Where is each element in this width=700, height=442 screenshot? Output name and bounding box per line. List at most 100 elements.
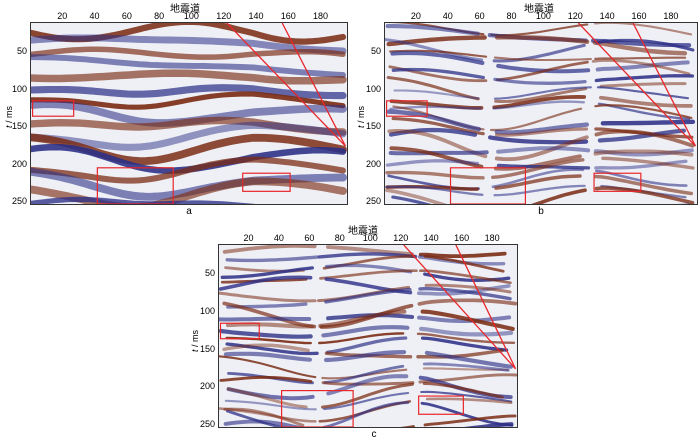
reflector-band <box>493 86 592 100</box>
reflector-band <box>418 286 512 301</box>
reflector-band <box>591 58 691 76</box>
reflector-band <box>494 135 589 162</box>
reflector-band <box>385 185 484 196</box>
reflector-band <box>594 129 695 148</box>
x-tick-label: 60 <box>121 11 132 21</box>
panel-label: c <box>371 429 377 440</box>
reflector-band <box>385 24 480 36</box>
x-tick-label: 40 <box>273 233 284 243</box>
reflector-band <box>225 342 319 356</box>
y-tick-label: 200 <box>365 158 381 169</box>
reflector-band <box>492 95 587 110</box>
x-tick-label: 120 <box>393 233 409 243</box>
y-tick-label: 250 <box>11 196 27 206</box>
reflector-band <box>594 104 693 119</box>
y-tick-label: 50 <box>16 46 27 56</box>
reflector-band <box>388 150 489 156</box>
reflector-band <box>416 348 504 359</box>
y-tick-label: 50 <box>370 46 381 56</box>
reflector-band <box>31 46 346 60</box>
reflector-band <box>321 325 410 338</box>
reflector-band <box>385 159 480 167</box>
highlight-box <box>280 390 354 427</box>
x-tick-label: 60 <box>474 11 485 21</box>
highlight-box <box>385 100 428 117</box>
reflector-band <box>222 343 310 353</box>
x-tick-label: 80 <box>334 233 345 243</box>
reflector-band <box>601 156 695 170</box>
highlight-box <box>449 167 526 204</box>
x-axis-title: 地震道 <box>348 226 378 237</box>
y-tick-label: 250 <box>365 196 381 206</box>
reflector-band <box>594 159 688 170</box>
reflector-band <box>597 102 691 121</box>
reflector-band <box>593 149 694 157</box>
reflector-band <box>219 275 313 291</box>
reflector-band <box>490 107 583 132</box>
reflector-band <box>31 156 346 184</box>
reflector-band <box>385 38 484 62</box>
reflector-band <box>422 362 510 372</box>
reflector-band <box>531 188 587 204</box>
reflector-band <box>222 301 317 329</box>
reflector-band <box>494 127 589 137</box>
reflector-band <box>593 148 694 157</box>
reflector-band <box>422 382 504 399</box>
reflector-band <box>592 40 688 56</box>
x-tick-label: 120 <box>567 11 583 21</box>
highlight-box <box>31 100 75 117</box>
reflector-band <box>494 87 588 104</box>
reflector-band <box>494 35 590 44</box>
reflector-band <box>322 401 410 427</box>
reflector-band <box>419 326 514 337</box>
seismic-section <box>30 22 348 205</box>
reflector-band <box>599 82 687 88</box>
reflector-band <box>225 322 315 329</box>
reflector-band <box>417 298 517 306</box>
x-tick-label: 80 <box>506 11 517 21</box>
reflector-band <box>420 390 513 403</box>
panel-c: 地震道 20 40 60 80 100 120 140 160 180 t / ms 50 100… <box>186 222 520 442</box>
x-tick-label: 60 <box>304 233 315 243</box>
panel-a: 地震道 20 40 60 80 100 120 140 160 180 t / ms 50 100… <box>0 0 350 218</box>
reflector-band <box>389 99 484 110</box>
reflector-band <box>493 77 587 85</box>
reflector-band <box>226 387 308 409</box>
x-tick-label: 160 <box>631 11 647 21</box>
reflector-band <box>418 375 513 400</box>
x-tick-label: 20 <box>243 233 254 243</box>
reflector-band <box>222 245 317 254</box>
reflector-band <box>318 309 407 328</box>
highlight-box <box>593 172 642 192</box>
reflector-band <box>326 336 408 354</box>
reflector-band <box>594 23 693 36</box>
x-tick-label: 100 <box>535 11 551 21</box>
reflector-band <box>324 263 413 274</box>
reflector-band <box>219 375 313 383</box>
reflector-band <box>600 119 696 126</box>
reflector-band <box>490 23 589 37</box>
x-tick-label: 180 <box>663 11 679 21</box>
reflector-band <box>321 382 414 409</box>
reflector-band <box>390 51 485 65</box>
reflector-band <box>226 409 289 427</box>
reflector-band <box>493 56 592 62</box>
y-tick-label: 250 <box>199 418 215 429</box>
reflector-band <box>324 350 407 363</box>
x-tick-label: 100 <box>362 233 378 243</box>
reflector-band <box>220 266 314 279</box>
fault-line <box>455 245 517 370</box>
panel-label: b <box>538 206 544 217</box>
reflector-band <box>391 195 432 204</box>
reflector-band <box>31 121 347 151</box>
reflector-band <box>31 91 346 110</box>
reflector-band <box>385 188 448 204</box>
x-tick-label: 100 <box>183 11 199 21</box>
reflector-band <box>491 168 585 189</box>
reflector-band <box>386 76 480 101</box>
highlight-box <box>96 167 174 204</box>
x-tick-label: 20 <box>57 11 68 21</box>
reflector-band <box>463 422 514 427</box>
reflector-band <box>393 89 480 100</box>
y-tick-label: 50 <box>204 268 215 279</box>
